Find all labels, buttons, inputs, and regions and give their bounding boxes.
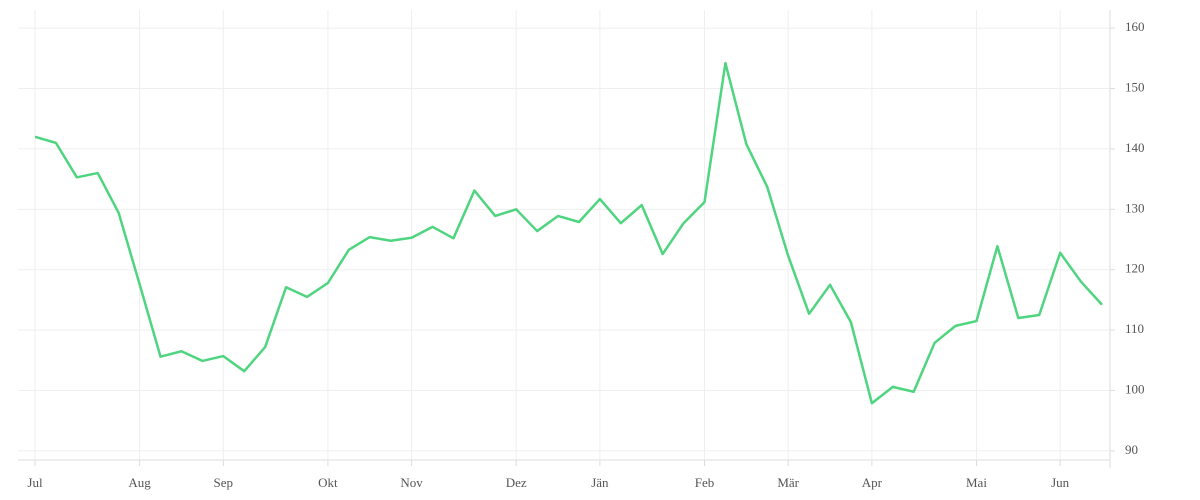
x-tick-label: Jän — [591, 475, 609, 490]
x-tick-label: Apr — [862, 475, 883, 490]
y-tick-label: 150 — [1125, 80, 1145, 95]
x-tick-label: Jun — [1051, 475, 1070, 490]
x-tick-label: Okt — [318, 475, 338, 490]
x-tick-label: Mär — [777, 475, 799, 490]
y-tick-label: 130 — [1125, 200, 1145, 215]
x-tick-label: Mai — [966, 475, 987, 490]
x-tick-label: Aug — [128, 475, 151, 490]
y-tick-label: 110 — [1125, 321, 1144, 336]
x-tick-label: Dez — [506, 475, 527, 490]
x-tick-label: Feb — [695, 475, 715, 490]
y-tick-label: 120 — [1125, 261, 1145, 276]
data-line — [34, 61, 1103, 405]
y-tick-label: 160 — [1125, 19, 1145, 34]
x-tick-label: Nov — [400, 475, 423, 490]
x-tick-label: Jul — [27, 475, 43, 490]
y-tick-label: 140 — [1125, 140, 1145, 155]
x-tick-label: Sep — [214, 475, 234, 490]
y-tick-label: 100 — [1125, 382, 1145, 397]
y-tick-label: 90 — [1125, 442, 1138, 457]
